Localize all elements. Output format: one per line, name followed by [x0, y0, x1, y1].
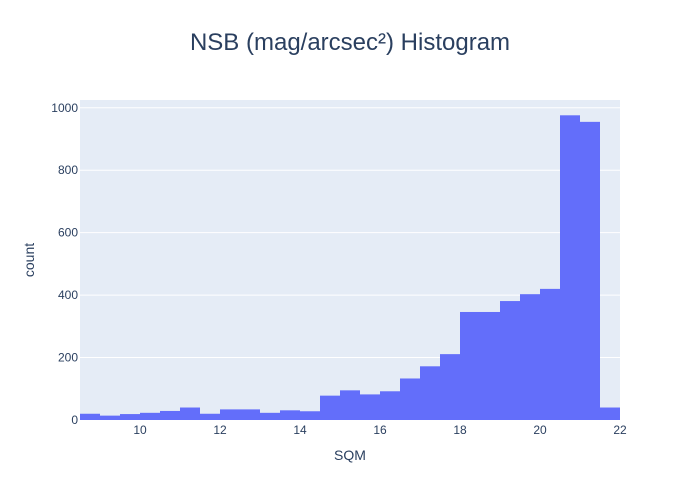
y-tick-label: 600	[58, 226, 78, 240]
histogram-bar	[220, 409, 240, 420]
y-tick-label: 400	[58, 288, 78, 302]
histogram-bar	[600, 407, 620, 420]
chart-title: NSB (mag/arcsec²) Histogram	[190, 29, 510, 56]
histogram-bar	[460, 311, 480, 420]
x-axis-ticks: 10 12 14 16 18 20 22	[133, 423, 627, 437]
x-tick-label: 20	[533, 423, 547, 437]
x-tick-label: 16	[373, 423, 387, 437]
histogram-bar	[520, 294, 540, 420]
histogram-bar	[240, 409, 260, 420]
histogram-bar	[260, 412, 280, 420]
x-tick-label: 22	[613, 423, 627, 437]
x-tick-label: 18	[453, 423, 467, 437]
histogram-bar	[360, 394, 380, 420]
histogram-bar	[340, 390, 360, 420]
histogram-bar	[420, 366, 440, 420]
histogram-bar	[300, 411, 320, 420]
histogram-bar	[440, 354, 460, 420]
histogram-bar	[560, 115, 580, 421]
bars	[80, 115, 620, 421]
y-tick-label: 0	[71, 413, 78, 427]
histogram-bar	[160, 410, 180, 420]
histogram-bar	[580, 121, 600, 420]
histogram-bar	[200, 413, 220, 420]
x-tick-label: 12	[213, 423, 227, 437]
x-axis-title: SQM	[334, 447, 366, 463]
histogram-bar	[540, 288, 560, 420]
y-axis-title: count	[21, 243, 37, 277]
y-axis-ticks: 0 200 400 600 800 1000	[51, 101, 78, 427]
histogram-bar	[480, 311, 500, 420]
histogram-bar	[280, 410, 300, 420]
histogram-bar	[380, 391, 400, 420]
histogram-bar	[80, 413, 100, 420]
histogram-bar	[400, 378, 420, 420]
histogram-bar	[180, 407, 200, 420]
y-tick-label: 1000	[51, 101, 78, 115]
histogram-bar	[100, 415, 120, 420]
histogram-bar	[140, 412, 160, 420]
y-tick-label: 800	[58, 163, 78, 177]
y-tick-label: 200	[58, 351, 78, 365]
histogram-bar	[320, 395, 340, 420]
histogram-bar	[500, 301, 520, 420]
x-tick-label: 10	[133, 423, 147, 437]
histogram-bar	[120, 414, 140, 420]
x-tick-label: 14	[293, 423, 307, 437]
